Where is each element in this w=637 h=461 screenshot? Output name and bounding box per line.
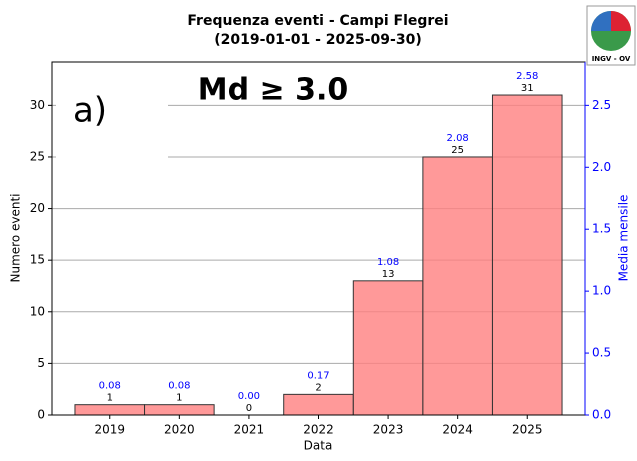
logo-segment [591,11,611,31]
chart-subtitle: (2019-01-01 - 2025-09-30) [214,32,421,48]
mean-label: 0.08 [99,381,121,392]
logo-text: INGV - OV [592,55,631,63]
x-tick-label: 2022 [303,423,334,437]
bar [283,393,354,416]
y-tick-label: 0 [37,408,45,422]
y2-tick-label: 2.5 [592,98,611,112]
y-tick-label: 15 [30,253,45,267]
y2-tick-label: 1.5 [592,222,611,236]
x-tick-label: 2020 [164,423,195,437]
y-tick-label: 25 [30,149,45,163]
value-label: 31 [521,83,534,94]
annotation-box [56,63,168,158]
bar [491,94,563,416]
x-tick-label: 2024 [442,423,473,437]
x-axis-label: Data [304,439,333,453]
y-axis-label: Numero eventi [9,194,23,283]
bar [74,404,146,416]
bar [352,280,424,416]
mean-label: 0.08 [168,381,190,392]
value-label: 25 [451,145,464,156]
x-tick-label: 2025 [512,423,543,437]
value-label: 13 [382,269,395,280]
mean-label: 2.08 [447,133,469,144]
value-label: 2 [315,382,321,393]
mean-label: 2.58 [516,71,538,82]
x-tick-label: 2021 [234,423,265,437]
mean-label: 0.00 [238,391,260,402]
logo-segment [611,11,631,31]
logo: INGV - OV [586,5,636,66]
annotation: a) [73,91,107,131]
y-tick-label: 30 [30,98,45,112]
bar [422,156,493,416]
y-tick-label: 10 [30,304,45,318]
y2-tick-label: 0.0 [592,408,611,422]
chart-title: Frequenza eventi - Campi Flegrei [187,13,448,29]
mean-label: 0.17 [307,370,329,381]
x-tick-label: 2019 [94,423,125,437]
bar [144,404,215,416]
value-label: 0 [246,403,252,414]
value-label: 1 [176,393,182,404]
y2-tick-label: 2.0 [592,160,611,174]
y-tick-label: 20 [30,201,45,215]
value-label: 1 [107,393,113,404]
magnitude-label: Md ≥ 3.0 [198,73,349,108]
y2-axis-label: Media mensile [617,195,631,282]
y2-tick-label: 1.0 [592,284,611,298]
mean-label: 1.08 [377,257,399,268]
x-tick-label: 2023 [373,423,404,437]
y-tick-label: 5 [37,356,45,370]
y2-tick-label: 0.5 [592,346,611,360]
